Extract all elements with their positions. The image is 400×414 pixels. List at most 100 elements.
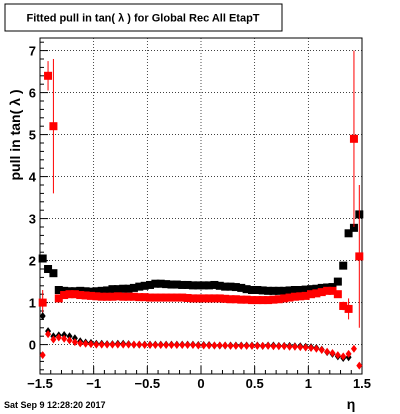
series-3 [39,330,363,370]
data-point-square [328,286,337,295]
data-point-diamond [206,341,213,350]
data-point-diamond [308,343,315,352]
data-point-diamond [82,339,89,348]
data-point-square [124,284,133,293]
y-axis-title: pull in tan( λ ) [7,90,23,181]
data-point-square [38,298,47,307]
data-point-diamond [248,341,255,350]
axis-ticks [39,41,363,374]
data-point-square [194,281,203,290]
data-point-square [301,285,310,294]
data-point-square [296,286,305,294]
data-point-square [172,293,181,302]
data-point-diamond [157,341,164,350]
data-point-square [86,291,95,300]
data-point-diamond [232,341,239,350]
data-point-square [146,293,155,302]
series-1 [38,50,364,328]
data-point-diamond [291,342,298,351]
data-point-square [129,283,138,292]
data-point-square [183,293,192,302]
data-point-square [76,286,85,295]
data-point-square [108,285,117,294]
data-point-diamond [163,341,170,350]
data-point-square [247,286,256,294]
data-point-square [237,283,246,292]
data-point-square [178,293,187,302]
data-point-diamond [109,340,116,349]
data-point-diamond [55,333,62,342]
data-point-diamond [216,341,223,350]
data-point-square [339,301,348,310]
data-point-square [231,283,240,292]
data-point-diamond [61,334,68,343]
data-point-diamond [275,342,282,351]
x-tick-label: 0.5 [246,376,264,391]
data-point-square [242,295,251,304]
y-tick-label: 4 [29,170,37,185]
data-point-diamond [243,341,250,350]
data-point-square [199,281,208,290]
data-point-square [49,122,58,131]
data-point-square [49,269,58,278]
y-tick-label: 5 [29,128,36,143]
data-point-square [333,290,342,299]
data-point-diamond [152,341,159,350]
data-point-square [339,261,348,270]
data-point-square [312,289,321,298]
data-point-square [215,281,224,290]
data-point-diamond [281,342,288,351]
data-point-square [140,281,149,290]
data-point-square [156,293,165,302]
y-tick-label: 0 [29,338,36,353]
data-point-square [38,254,47,263]
y-tick-label: 3 [29,212,36,227]
data-point-square [237,295,246,304]
y-tick-labels: 0 1 2 3 4 5 6 7 [29,44,37,353]
data-point-diamond [270,342,277,351]
data-point-square [92,287,101,296]
data-point-square [344,304,353,313]
data-point-square [135,282,144,291]
data-point-square [188,294,197,303]
data-point-square [290,286,299,294]
data-point-square [307,285,316,294]
data-point-square [285,286,294,295]
data-point-square [60,291,69,300]
data-point-square [333,277,342,286]
data-point-square [205,281,214,290]
data-point-square [60,286,69,295]
data-points [38,50,364,370]
data-point-square [296,292,305,301]
data-point-square [269,295,278,304]
data-point-square [349,223,358,232]
data-point-diamond [66,332,73,341]
data-point-square [242,285,251,294]
data-point-square [274,295,283,304]
data-point-diamond [265,341,272,350]
y-tick-label: 6 [29,86,36,101]
x-tick-label: −1 [86,376,101,391]
data-point-square [258,296,267,305]
data-point-diamond [173,341,180,350]
data-point-diamond [130,340,137,349]
data-point-square [140,293,149,302]
x-tick-label: 1 [305,376,312,391]
data-point-diamond [50,335,57,344]
x-tick-label: 0 [197,376,204,391]
data-point-square [210,294,219,303]
data-point-square [124,292,133,301]
data-point-square [221,294,230,303]
data-point-diamond [334,351,341,360]
y-tick-label: 2 [29,254,36,269]
data-point-square [97,292,106,301]
data-point-diamond [77,339,84,348]
data-point-square [258,286,267,295]
data-point-square [65,290,74,299]
data-point-square [151,279,160,288]
chart-title-box: Fitted pull in tan( λ ) for Global Rec A… [4,3,283,32]
data-point-square [178,280,187,289]
data-point-square [205,294,214,303]
data-point-diamond [39,351,46,360]
